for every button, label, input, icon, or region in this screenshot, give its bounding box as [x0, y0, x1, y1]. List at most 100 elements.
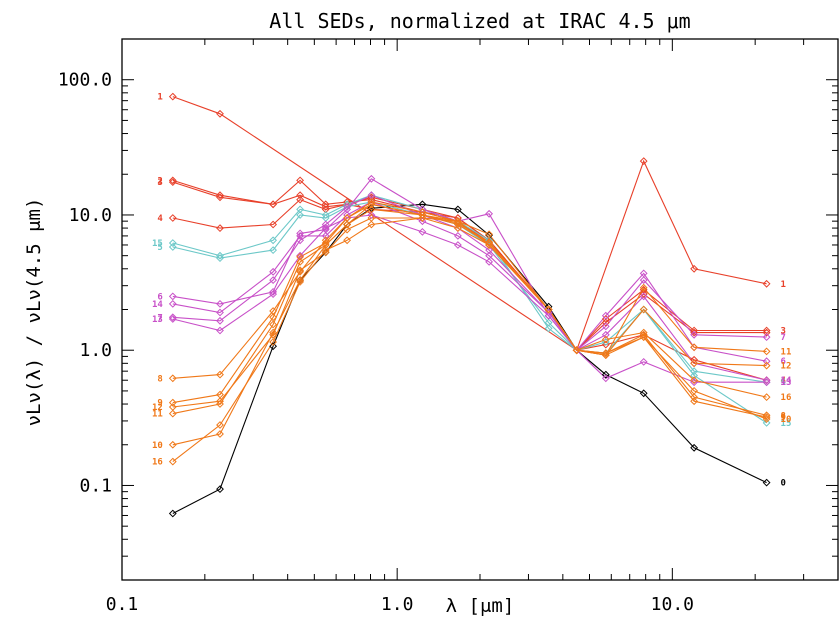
data-point-12 — [485, 230, 494, 239]
data-point-1 — [639, 157, 648, 166]
series-line-7 — [172, 194, 767, 351]
data-point-15 — [485, 236, 494, 245]
data-point-11 — [269, 320, 278, 329]
data-point-4 — [296, 195, 305, 204]
data-point-16 — [544, 305, 553, 314]
data-point-11 — [485, 238, 494, 247]
series-markers — [168, 92, 771, 518]
data-point-10 — [485, 239, 494, 247]
data-point-3 — [168, 178, 177, 187]
series-label-end-8: 8 — [781, 411, 786, 421]
data-point-2 — [639, 290, 648, 299]
series-label-end-6: 6 — [781, 357, 786, 367]
data-point-1 — [216, 109, 224, 118]
axis-ticks — [121, 38, 839, 581]
data-point-10 — [690, 386, 699, 395]
x-tick-label: 1.0 — [381, 594, 414, 615]
data-point-16 — [601, 335, 610, 344]
data-point-3 — [321, 202, 330, 211]
data-point-6 — [485, 209, 494, 218]
data-point-7 — [601, 322, 610, 331]
series-label-start-10: 10 — [152, 441, 163, 451]
series-label-end-3: 3 — [781, 326, 786, 336]
series-label-start-5: 5 — [157, 243, 162, 253]
series-label-end-16: 16 — [781, 393, 792, 403]
series-label-start-1: 1 — [157, 93, 162, 103]
data-point-16 — [639, 328, 648, 337]
data-point-9 — [168, 398, 177, 407]
data-point-0 — [639, 389, 648, 398]
data-point-7 — [168, 313, 177, 322]
data-point-7 — [639, 276, 648, 285]
data-point-15 — [168, 239, 177, 247]
data-point-11 — [367, 205, 376, 214]
data-point-13 — [639, 357, 648, 366]
data-point-13 — [168, 315, 177, 323]
data-point-10 — [269, 328, 278, 337]
data-point-14 — [216, 308, 224, 317]
series-line-9 — [172, 201, 767, 418]
data-point-5 — [269, 246, 278, 255]
y-tick-label: 0.1 — [79, 475, 112, 496]
series-line-1 — [172, 96, 767, 352]
data-point-1 — [690, 264, 699, 273]
data-point-6 — [269, 287, 278, 296]
data-point-7 — [269, 276, 278, 285]
series-line-14 — [172, 201, 767, 381]
series-label-start-13: 13 — [152, 315, 163, 325]
series-label-end-1: 1 — [781, 280, 786, 290]
data-point-14 — [269, 267, 278, 276]
series-line-16 — [172, 217, 767, 463]
series-label-end-7: 7 — [781, 333, 786, 343]
data-point-16 — [367, 220, 376, 229]
data-point-6 — [418, 205, 427, 214]
data-point-11 — [690, 343, 699, 352]
data-point-14 — [453, 231, 462, 240]
data-point-16 — [418, 214, 427, 222]
data-point-7 — [321, 220, 330, 229]
data-point-15 — [544, 324, 553, 333]
series-label-start-3: 3 — [157, 178, 162, 188]
data-point-0 — [269, 342, 278, 351]
data-point-2 — [321, 200, 330, 209]
series-label-start-12: 12 — [152, 403, 163, 413]
data-point-13 — [216, 326, 224, 335]
series-label-start-4: 4 — [157, 214, 163, 224]
data-point-0 — [601, 370, 610, 379]
data-point-2 — [168, 176, 177, 185]
data-point-16 — [343, 236, 352, 245]
data-point-13 — [367, 211, 376, 219]
series-line-13 — [172, 214, 767, 383]
series-labels: 0112334455151566771313141488991010111112… — [152, 93, 792, 489]
data-point-11 — [296, 257, 305, 266]
data-point-8 — [762, 411, 771, 420]
data-point-4 — [216, 224, 224, 233]
data-point-3 — [601, 315, 610, 323]
y-tick-label: 100.0 — [58, 70, 112, 91]
data-point-13 — [544, 311, 553, 320]
data-point-9 — [762, 413, 771, 422]
data-point-7 — [485, 246, 494, 255]
series-line-11 — [172, 208, 767, 415]
data-point-15 — [296, 205, 305, 214]
data-point-13 — [485, 257, 494, 266]
data-point-10 — [216, 430, 224, 438]
series-label-start-11: 11 — [152, 410, 163, 420]
y-tick-label: 10.0 — [69, 205, 112, 226]
data-point-15 — [762, 418, 771, 427]
data-point-8 — [216, 370, 224, 379]
data-point-16 — [269, 338, 278, 346]
series-label-end-9: 9 — [781, 413, 786, 423]
series-label-start-8: 8 — [157, 374, 162, 384]
series-line-8 — [172, 203, 767, 416]
y-tick-label: 1.0 — [79, 340, 112, 361]
chart-title: All SEDs, normalized at IRAC 4.5 μm — [269, 9, 690, 33]
data-point-12 — [168, 403, 177, 411]
data-point-14 — [601, 330, 610, 339]
axis-tick-labels: 0.1 1.0 10.0 0.1 1.0 10.0 100.0 — [58, 70, 694, 615]
data-point-4 — [168, 214, 177, 222]
data-point-8 — [321, 236, 330, 245]
series-label-end-5: 5 — [781, 378, 786, 388]
data-point-4 — [321, 205, 330, 214]
data-point-2 — [343, 197, 352, 206]
